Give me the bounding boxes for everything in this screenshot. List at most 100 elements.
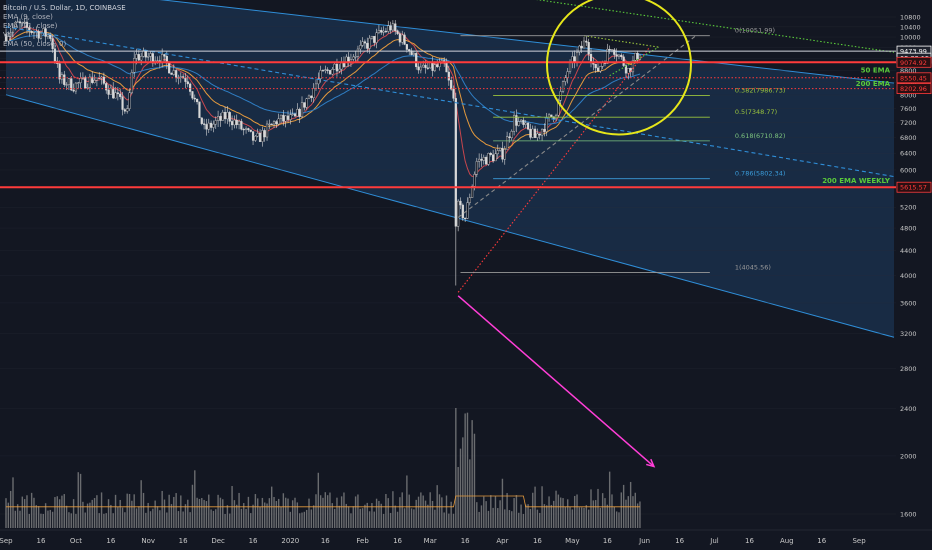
volume-bar xyxy=(82,501,84,528)
legend-volume: Vol xyxy=(3,31,14,39)
candle-body xyxy=(620,54,623,58)
volume-bar xyxy=(240,508,243,528)
candle-body xyxy=(412,53,415,55)
volume-bar xyxy=(387,498,389,528)
volume-bar xyxy=(26,495,28,528)
volume-bar xyxy=(606,504,609,528)
volume-bar xyxy=(152,508,154,528)
volume-bar xyxy=(250,513,252,528)
candle-body xyxy=(431,61,434,71)
candle-body xyxy=(163,54,166,57)
volume-bar xyxy=(522,513,525,528)
volume-bar xyxy=(576,494,578,528)
legend-title: Bitcoin / U.S. Dollar, 1D, COINBASE xyxy=(3,4,126,12)
volume-bar xyxy=(345,503,347,528)
candle-body xyxy=(84,76,87,89)
volume-bar xyxy=(399,497,401,528)
volume-bar xyxy=(443,512,445,528)
candle-body xyxy=(37,30,40,39)
candle-body xyxy=(492,154,495,162)
price-tick-label: 2400 xyxy=(900,405,917,413)
candle-body xyxy=(610,49,614,51)
candle-body xyxy=(468,197,471,203)
candle-body xyxy=(32,31,36,34)
fib-level-label: 0.5(7348.77) xyxy=(735,108,777,116)
candle-body xyxy=(622,56,625,66)
volume-bar xyxy=(161,490,163,528)
time-tick-label: 16 xyxy=(745,537,754,545)
time-tick-label: 16 xyxy=(603,537,612,545)
volume-bar xyxy=(89,502,91,528)
volume-bar xyxy=(177,511,180,528)
fib-level-label: 0.382(7986.73) xyxy=(735,87,786,95)
volume-bar xyxy=(310,509,313,528)
volume-bar xyxy=(632,496,634,528)
volume-bar xyxy=(639,501,641,528)
volume-bar xyxy=(236,504,238,528)
candle-body xyxy=(561,81,565,92)
volume-bar xyxy=(203,499,205,528)
annotation-text: 200 EMA xyxy=(856,80,891,88)
candle-body xyxy=(536,133,539,138)
candle-body xyxy=(531,128,534,138)
candle-body xyxy=(529,128,532,138)
volume-bar xyxy=(166,512,168,528)
candle-body xyxy=(133,58,136,73)
volume-bar xyxy=(75,513,77,528)
price-tick-label: 3200 xyxy=(900,330,917,338)
volume-bar xyxy=(494,496,497,528)
time-tick-label: 16 xyxy=(249,537,258,545)
candle-body xyxy=(317,78,320,85)
volume-bar xyxy=(19,510,21,528)
volume-bar xyxy=(264,502,266,528)
volume-bar xyxy=(93,498,96,528)
candle-body xyxy=(289,114,292,120)
volume-bar xyxy=(287,498,289,528)
price-tick-label: 10000 xyxy=(900,34,921,42)
volume-bar xyxy=(163,499,166,528)
volume-bar xyxy=(243,503,245,528)
candle-body xyxy=(480,158,483,161)
price-tick-label: 7200 xyxy=(900,119,917,127)
volume-bar xyxy=(499,500,501,528)
volume-bar xyxy=(145,512,147,528)
volume-bar xyxy=(331,503,333,528)
volume-bar xyxy=(282,493,285,528)
candle-body xyxy=(149,53,152,57)
volume-bar xyxy=(448,513,450,528)
volume-bar xyxy=(457,467,459,528)
volume-bar xyxy=(210,509,212,528)
candle-body xyxy=(575,52,579,63)
volume-bar xyxy=(340,496,343,528)
volume-bar xyxy=(336,497,338,528)
volume-bar xyxy=(7,502,10,528)
candle-body xyxy=(342,62,346,67)
candle-body xyxy=(557,99,560,116)
volume-bar xyxy=(501,478,504,528)
volume-bar xyxy=(112,513,114,528)
volume-bar xyxy=(168,494,170,528)
volume-bar xyxy=(599,507,602,528)
candle-body xyxy=(356,48,360,57)
volume-bar xyxy=(40,513,42,528)
price-tick-label: 1600 xyxy=(900,511,917,519)
annotation-text: 50 EMA xyxy=(861,66,891,74)
candle-body xyxy=(307,95,311,99)
time-tick-label: 16 xyxy=(321,537,330,545)
time-tick-label: Oct xyxy=(70,537,82,545)
volume-bar xyxy=(324,492,327,528)
candle-body xyxy=(126,108,129,112)
candle-body xyxy=(189,83,192,92)
volume-bar xyxy=(175,493,177,528)
volume-bar xyxy=(478,511,480,528)
volume-bar xyxy=(91,499,93,528)
price-tick-label: 8800 xyxy=(900,67,917,75)
volume-bar xyxy=(21,496,24,528)
candle-body xyxy=(508,136,511,138)
candle-body xyxy=(445,62,448,73)
candle-body xyxy=(599,66,602,72)
volume-bar xyxy=(37,506,40,528)
volume-bar xyxy=(518,512,520,528)
candle-body xyxy=(335,63,339,72)
